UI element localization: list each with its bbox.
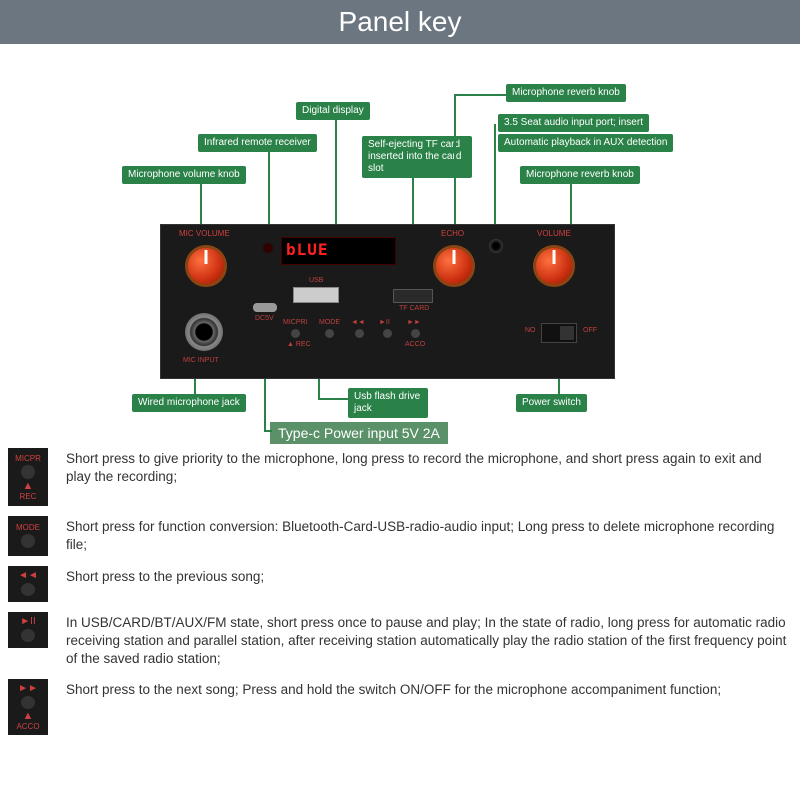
- instruction-button-icon: ►►▲ACCO: [8, 679, 48, 735]
- callout-ir-receiver: Infrared remote receiver: [198, 134, 317, 152]
- instruction-text: In USB/CARD/BT/AUX/FM state, short press…: [66, 612, 800, 669]
- mic-volume-knob: [185, 245, 227, 287]
- usb-port: [293, 287, 339, 303]
- instruction-row: ►►▲ACCO Short press to the next song; Pre…: [0, 679, 800, 735]
- play-button: [383, 329, 392, 338]
- volume-knob: [533, 245, 575, 287]
- callout-aux-detect: Automatic playback in AUX detection: [498, 134, 673, 152]
- next-button: [411, 329, 420, 338]
- off-label: OFF: [583, 327, 597, 334]
- callout-aux-port: 3.5 Seat audio input port; insert: [498, 114, 649, 132]
- callout-mic-reverb-right: Microphone reverb knob: [520, 166, 640, 184]
- callout-mic-volume: Microphone volume knob: [122, 166, 246, 184]
- instruction-button-icon: ◄◄: [8, 566, 48, 602]
- acco-label: ACCO: [405, 341, 425, 348]
- power-switch: [541, 323, 577, 343]
- aux-port: [489, 239, 503, 253]
- page-title: Panel key: [0, 0, 800, 44]
- tfcard-label: TF CARD: [399, 305, 429, 312]
- instruction-row: MODE Short press for function conversion:…: [0, 516, 800, 556]
- amplifier-panel: MIC VOLUME bLUE ECHO VOLUME MIC INPUT DC…: [160, 224, 615, 379]
- echo-knob: [433, 245, 475, 287]
- panel-diagram: Digital display Infrared remote receiver…: [0, 44, 800, 454]
- dc5v-label: DC5V: [255, 315, 274, 322]
- instruction-text: Short press for function conversion: Blu…: [66, 516, 800, 554]
- mode-label: MODE: [319, 319, 340, 326]
- tf-card-slot: [393, 289, 433, 303]
- volume-label: VOLUME: [537, 229, 571, 238]
- micpri-label: MICPRI: [283, 319, 308, 326]
- instruction-text: Short press to the previous song;: [66, 566, 276, 586]
- on-label: NO: [525, 327, 536, 334]
- instruction-button-icon: MICPR▲REC: [8, 448, 48, 506]
- instruction-button-icon: MODE: [8, 516, 48, 556]
- callout-digital-display: Digital display: [296, 102, 370, 120]
- micpri-button: [291, 329, 300, 338]
- instruction-row: MICPR▲REC Short press to give priority to…: [0, 448, 800, 506]
- callout-mic-reverb-top: Microphone reverb knob: [506, 84, 626, 102]
- instruction-button-icon: ►II: [8, 612, 48, 648]
- wired-mic-jack: [185, 313, 223, 351]
- callout-typec: Type-c Power input 5V 2A: [270, 422, 448, 444]
- digital-display: bLUE: [281, 237, 396, 265]
- callout-wired-mic: Wired microphone jack: [132, 394, 246, 412]
- instruction-row: ►II In USB/CARD/BT/AUX/FM state, short pr…: [0, 612, 800, 669]
- callout-power-switch: Power switch: [516, 394, 587, 412]
- instruction-text: Short press to give priority to the micr…: [66, 448, 800, 486]
- instruction-row: ◄◄ Short press to the previous song;: [0, 566, 800, 602]
- instructions-list: MICPR▲REC Short press to give priority to…: [0, 448, 800, 745]
- mic-volume-label: MIC VOLUME: [179, 229, 230, 238]
- callout-usb-drive: Usb flash drive jack: [348, 388, 428, 418]
- prev-button: [355, 329, 364, 338]
- typec-port: [253, 303, 277, 312]
- mic-input-label: MIC INPUT: [183, 357, 219, 364]
- usb-label: USB: [309, 277, 323, 284]
- mode-button: [325, 329, 334, 338]
- echo-label: ECHO: [441, 229, 464, 238]
- rec-label: ▲ REC: [287, 341, 311, 348]
- ir-receiver: [263, 243, 273, 253]
- instruction-text: Short press to the next song; Press and …: [66, 679, 733, 699]
